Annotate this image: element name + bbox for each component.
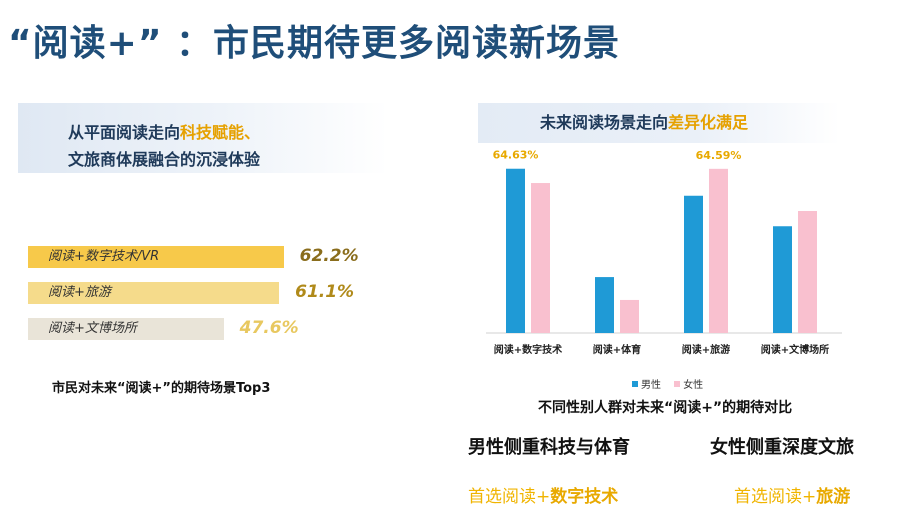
legend-swatch-female — [674, 381, 681, 387]
x-tick-label: 阅读+数字技术 — [494, 343, 562, 356]
gender-bar-chart: 阅读+数字技术 阅读+体育 阅读+旅游 阅读+文博场所 64.63% 64.59% — [486, 149, 842, 356]
left-caption: 市民对未来“阅读+”的期待场景Top3 — [52, 381, 271, 396]
x-tick-label: 阅读+文博场所 — [761, 343, 829, 356]
bar-male-0 — [506, 168, 525, 333]
legend-label-female: 女性 — [683, 380, 704, 391]
bar-male-1 — [595, 277, 614, 333]
top3-value-museum: 47.6% — [239, 318, 299, 338]
bar-male-3 — [773, 226, 792, 333]
x-tick-label: 阅读+旅游 — [682, 343, 730, 356]
top3-value-travel: 61.1% — [295, 282, 355, 302]
top3-bar-museum: 阅读+文博场所 — [28, 318, 224, 340]
bar-male-2 — [684, 195, 703, 333]
left-banner-prefix: 从平面阅读走向 — [68, 123, 181, 142]
summary-female-sub: 首选阅读+旅游 — [734, 482, 850, 507]
legend-item-male: 男性 — [632, 380, 661, 391]
top3-value-digital-vr: 62.2% — [299, 246, 359, 266]
right-banner-highlight: 差异化满足 — [668, 113, 749, 132]
legend-item-female: 女性 — [674, 380, 703, 391]
data-label: 64.63% — [493, 149, 539, 162]
right-banner: 未来阅读场景走向差异化满足 — [478, 103, 840, 143]
right-banner-prefix: 未来阅读场景走向 — [540, 113, 669, 132]
bar-female-3 — [798, 211, 817, 333]
bar-female-1 — [620, 299, 639, 333]
summary-female-head: 女性侧重深度文旅 — [710, 437, 854, 458]
left-banner-highlight: 科技赋能、 — [180, 123, 261, 142]
summary-male-head: 男性侧重科技与体育 — [468, 437, 630, 458]
top3-bar-travel: 阅读+旅游 — [28, 282, 280, 304]
x-tick-label: 阅读+体育 — [593, 343, 641, 356]
page-title: “阅读+” ：市民期待更多阅读新场景 — [8, 23, 621, 64]
summary-female-sub-highlight: 旅游 — [816, 487, 851, 507]
chart-legend: 男性 女性 — [632, 376, 713, 391]
left-banner: 从平面阅读走向科技赋能、 文旅商体展融合的沉浸体验 — [18, 103, 388, 173]
left-banner-line2: 文旅商体展融合的沉浸体验 — [68, 150, 261, 169]
data-label: 64.59% — [696, 149, 742, 162]
bar-female-0 — [531, 183, 550, 333]
summary-male-sub: 首选阅读+数字技术 — [468, 482, 618, 507]
summary-male-sub-highlight: 数字技术 — [550, 487, 619, 507]
legend-swatch-male — [632, 381, 638, 387]
summary-male-sub-prefix: 首选阅读+ — [468, 487, 551, 507]
bar-female-2 — [709, 168, 728, 333]
left-banner-line1: 从平面阅读走向科技赋能、 — [68, 119, 260, 143]
summary-female-sub-prefix: 首选阅读+ — [734, 487, 817, 507]
chart-caption: 不同性别人群对未来“阅读+”的期待对比 — [538, 400, 793, 416]
legend-label-male: 男性 — [641, 380, 661, 391]
top3-bar-digital-vr: 阅读+数字技术/VR — [28, 246, 284, 268]
